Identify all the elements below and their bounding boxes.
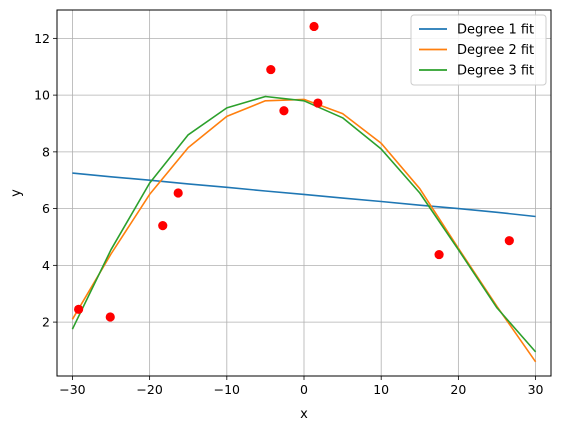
x-tick-label: 20 [450,382,466,397]
data-point [279,106,289,116]
x-tick-label: 10 [373,382,389,397]
data-point [74,304,84,314]
data-point [105,312,115,322]
x-tick-label: −30 [59,382,85,397]
y-tick-label: 10 [34,88,50,103]
x-tick-label: −10 [214,382,240,397]
series-line-1 [72,172,536,218]
y-tick-label: 8 [42,144,50,159]
series-line-3 [71,95,537,353]
data-point [313,98,323,108]
x-tick-label: −20 [136,382,162,397]
data-points [74,21,514,322]
data-point [504,236,514,246]
legend-label: Degree 1 fit [457,23,534,38]
data-point [434,249,444,260]
data-point [266,64,276,75]
legend-label: Degree 3 fit [457,64,534,79]
legend-label: Degree 2 fit [457,43,534,58]
legend-box [410,14,547,86]
y-tick-label: 4 [42,258,50,273]
x-axis-ticks: −30 −20 −10 0 10 20 30 [59,376,544,397]
y-axis-label: y [9,189,24,197]
data-point [158,221,168,231]
grid [57,10,551,376]
y-tick-label: 6 [42,201,50,216]
x-axis-label: x [300,407,308,422]
data-point [173,188,183,198]
x-tick-label: 30 [528,382,544,397]
y-tick-label: 12 [34,31,50,46]
y-tick-label: 2 [42,315,50,330]
data-point [309,21,319,32]
series-layer [71,95,537,363]
legend: Degree 1 fit Degree 2 fit Degree 3 fit [410,14,547,86]
x-tick-label: 0 [300,382,308,397]
y-axis-ticks: 2 4 6 8 10 12 [34,31,57,330]
